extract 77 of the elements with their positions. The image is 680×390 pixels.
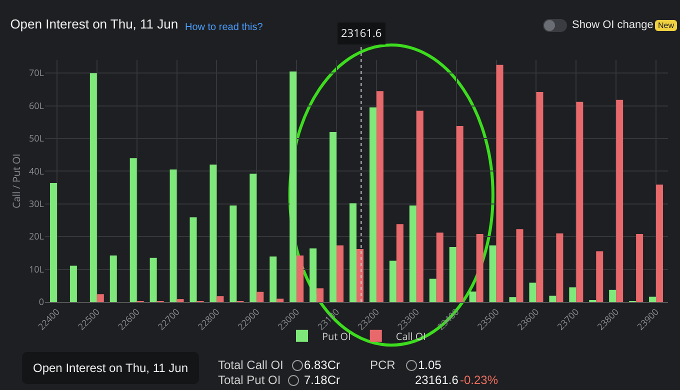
text: 7.18Cr <box>304 373 340 387</box>
bar <box>516 229 524 302</box>
bar <box>436 232 444 302</box>
bar <box>649 296 656 302</box>
text: 6.83Cr <box>304 358 340 372</box>
text: Total Put OI <box>218 373 281 387</box>
bar <box>130 158 137 302</box>
bar <box>656 184 664 302</box>
text: -0.23% <box>460 373 498 387</box>
text: Open Interest on Thu, 11 Jun <box>22 352 199 384</box>
bar <box>216 296 224 302</box>
bar <box>270 256 277 302</box>
bar <box>316 288 324 302</box>
bar <box>576 102 584 302</box>
bar <box>469 292 476 302</box>
bar <box>210 164 217 302</box>
bar <box>609 290 616 302</box>
bar <box>70 266 77 302</box>
bar <box>90 73 97 302</box>
bar <box>110 256 117 302</box>
y-axis-title: Call / Put OI <box>9 154 23 208</box>
bar <box>529 282 536 302</box>
bar <box>250 174 257 302</box>
bar <box>96 294 104 302</box>
y-tick-label: 0 <box>38 295 44 308</box>
text: PCR <box>370 358 396 372</box>
legend-label: Put OI <box>322 328 351 343</box>
text: Show OI change <box>572 19 654 31</box>
chart-title: Open Interest on Thu, 11 Jun <box>10 16 178 32</box>
bar <box>296 256 304 302</box>
bar <box>50 182 57 302</box>
bar <box>616 100 624 302</box>
bar <box>170 170 177 302</box>
bar <box>476 234 484 302</box>
bar <box>569 287 576 302</box>
bar <box>536 92 544 302</box>
bar <box>496 64 504 302</box>
text: Total Call OI <box>218 358 284 372</box>
bar <box>230 206 237 302</box>
bar <box>330 132 337 302</box>
bar <box>256 292 264 302</box>
y-tick-label: 10L <box>29 262 44 276</box>
bar <box>416 110 424 302</box>
bar <box>336 245 344 302</box>
bar <box>556 233 564 302</box>
bar <box>429 278 436 302</box>
bar <box>489 245 496 302</box>
text: New <box>655 20 678 31</box>
bar <box>150 258 157 302</box>
bar <box>176 299 184 302</box>
bar <box>310 248 317 302</box>
bar <box>456 126 464 302</box>
bar <box>356 249 364 302</box>
bar <box>409 206 416 302</box>
y-tick-label: 40L <box>29 164 44 178</box>
bar <box>636 234 644 302</box>
bar <box>350 203 356 302</box>
bar <box>190 217 197 302</box>
y-tick-label: 50L <box>29 132 44 145</box>
text: 1.05 <box>418 358 442 372</box>
bar <box>396 224 404 302</box>
ref-line-label: 23161.6 <box>341 26 382 41</box>
y-tick-label: 60L <box>29 98 44 112</box>
y-tick-label: 20L <box>29 230 44 243</box>
bar <box>549 296 556 302</box>
bar <box>369 107 376 302</box>
text: How to read this? <box>185 22 263 33</box>
y-tick-label: 70L <box>29 66 44 80</box>
bar <box>290 71 297 302</box>
bar <box>509 297 516 302</box>
bar <box>376 91 384 302</box>
text: 23161.6 <box>415 373 458 387</box>
bar <box>389 260 396 302</box>
bar <box>596 251 604 302</box>
bar <box>276 298 284 302</box>
y-tick-label: 30L <box>29 197 44 210</box>
bar <box>449 247 456 302</box>
